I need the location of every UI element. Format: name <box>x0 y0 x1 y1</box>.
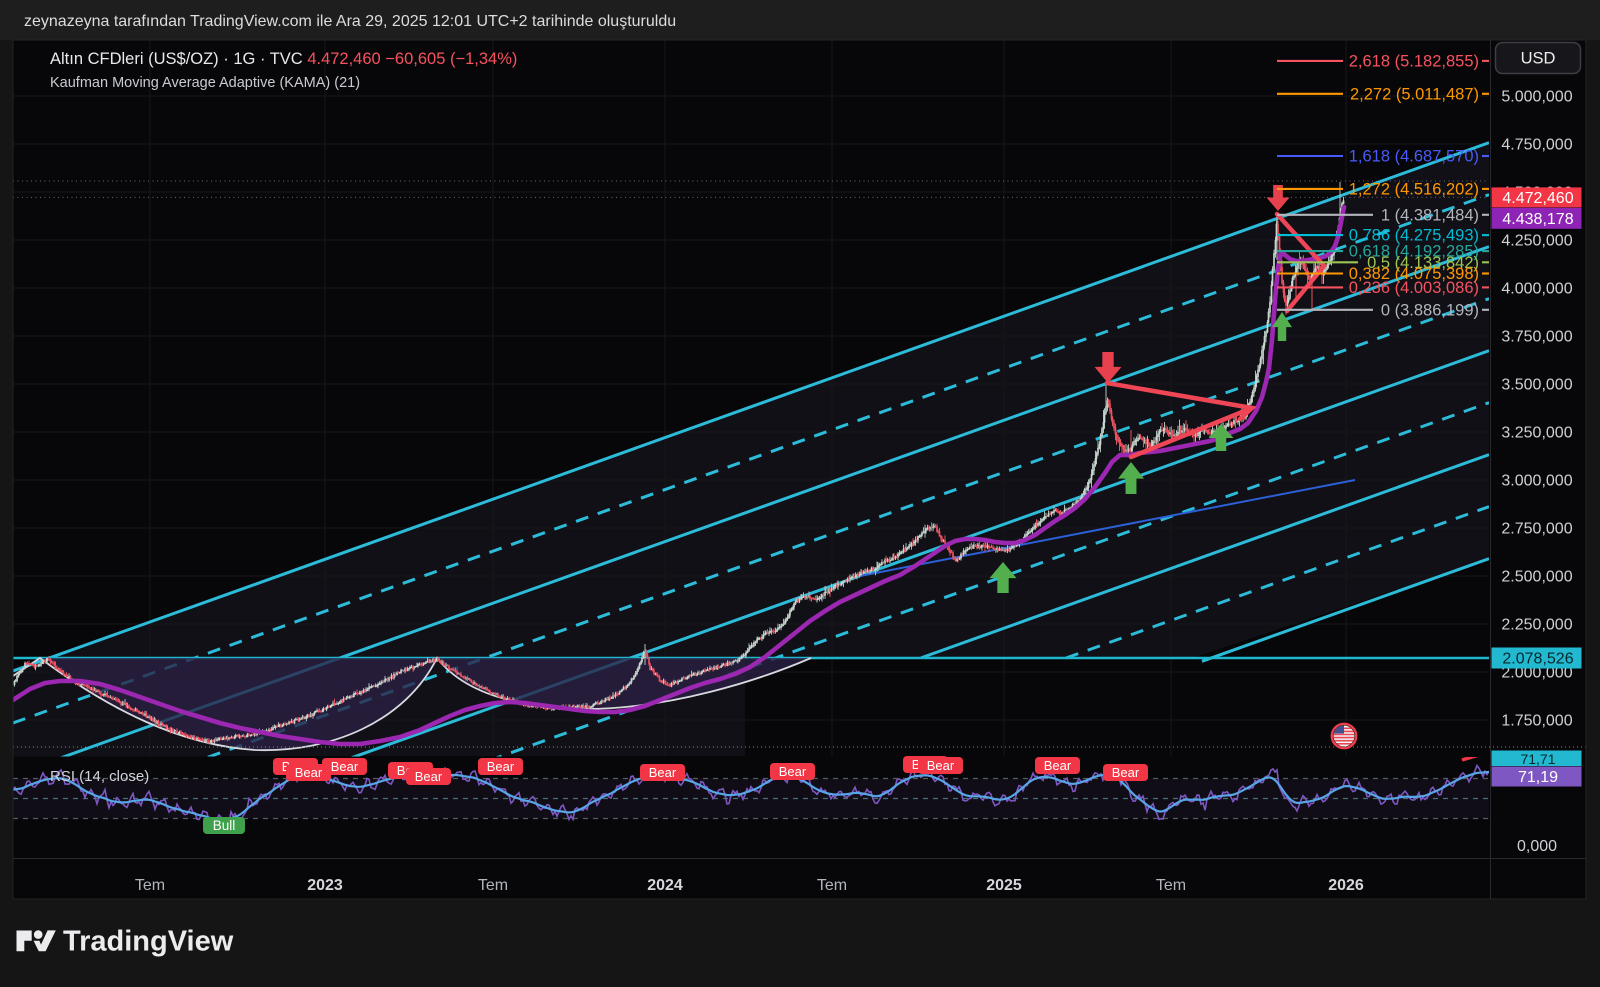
svg-text:2026: 2026 <box>1328 877 1364 894</box>
svg-text:5.000,000: 5.000,000 <box>1501 89 1572 106</box>
svg-text:Tem: Tem <box>478 877 508 894</box>
svg-text:2,618 (5.182,855): 2,618 (5.182,855) <box>1349 52 1479 70</box>
svg-text:0,236 (4.003,086): 0,236 (4.003,086) <box>1349 279 1479 297</box>
svg-text:4.438,178: 4.438,178 <box>1502 211 1573 228</box>
svg-text:2023: 2023 <box>307 877 343 894</box>
svg-text:Altın CFDleri (US$/OZ) · 1G ·: Altın CFDleri (US$/OZ) · 1G · TVC 4.472,… <box>50 50 517 68</box>
svg-text:2.000,000: 2.000,000 <box>1501 665 1572 682</box>
svg-text:3.750,000: 3.750,000 <box>1501 329 1572 346</box>
svg-text:RSI (14, close): RSI (14, close) <box>50 768 149 785</box>
svg-text:0,382 (4.075,398): 0,382 (4.075,398) <box>1349 265 1479 283</box>
svg-text:zeynazeyna tarafından TradingV: zeynazeyna tarafından TradingView.com il… <box>24 13 676 30</box>
svg-text:Kaufman Moving Average Adaptiv: Kaufman Moving Average Adaptive (KAMA) (… <box>50 75 360 91</box>
svg-text:1,618 (4.687,570): 1,618 (4.687,570) <box>1349 148 1479 166</box>
svg-text:2.750,000: 2.750,000 <box>1501 521 1572 538</box>
svg-text:Bear: Bear <box>1112 765 1140 780</box>
svg-text:3.250,000: 3.250,000 <box>1501 425 1572 442</box>
svg-text:Bear: Bear <box>649 765 677 780</box>
svg-text:0,5 (4.133,842): 0,5 (4.133,842) <box>1367 254 1479 272</box>
svg-text:0,786 (4.275,493): 0,786 (4.275,493) <box>1349 227 1479 245</box>
svg-text:Tem: Tem <box>817 877 847 894</box>
svg-text:3.500,000: 3.500,000 <box>1501 377 1572 394</box>
svg-text:0,618 (4.192,285): 0,618 (4.192,285) <box>1349 243 1479 261</box>
svg-text:2.500,000: 2.500,000 <box>1501 569 1572 586</box>
svg-text:0 (3.886,199): 0 (3.886,199) <box>1381 301 1479 319</box>
svg-text:4.750,000: 4.750,000 <box>1501 137 1572 154</box>
svg-text:3.000,000: 3.000,000 <box>1501 473 1572 490</box>
svg-text:2.078,526: 2.078,526 <box>1502 651 1573 668</box>
svg-text:USD: USD <box>1521 50 1556 68</box>
svg-text:Bear: Bear <box>927 758 955 773</box>
svg-text:Bear: Bear <box>331 759 359 774</box>
svg-text:Tem: Tem <box>1156 877 1186 894</box>
svg-text:71,19: 71,19 <box>1518 769 1558 786</box>
svg-text:2024: 2024 <box>647 877 683 894</box>
svg-text:0,000: 0,000 <box>1517 838 1557 855</box>
svg-text:Bear: Bear <box>1044 758 1072 773</box>
svg-text:2025: 2025 <box>986 877 1022 894</box>
svg-text:Bear: Bear <box>779 764 807 779</box>
svg-text:4.250,000: 4.250,000 <box>1501 233 1572 250</box>
svg-text:2.250,000: 2.250,000 <box>1501 617 1572 634</box>
svg-text:4.000,000: 4.000,000 <box>1501 281 1572 298</box>
svg-text:1,272 (4.516,202): 1,272 (4.516,202) <box>1349 180 1479 198</box>
svg-text:Bear: Bear <box>415 769 443 784</box>
svg-text:2,272 (5.011,487): 2,272 (5.011,487) <box>1350 85 1479 103</box>
svg-text:Bear: Bear <box>295 765 323 780</box>
svg-text:TradingView: TradingView <box>63 926 234 958</box>
svg-text:1 (4.381,484): 1 (4.381,484) <box>1381 206 1479 224</box>
svg-text:Bull: Bull <box>213 818 236 833</box>
svg-text:1.750,000: 1.750,000 <box>1501 713 1572 730</box>
svg-text:Bear: Bear <box>487 759 515 774</box>
svg-text:Tem: Tem <box>135 877 165 894</box>
svg-text:4.472,460: 4.472,460 <box>1502 190 1573 207</box>
svg-text:71,71: 71,71 <box>1520 751 1555 767</box>
